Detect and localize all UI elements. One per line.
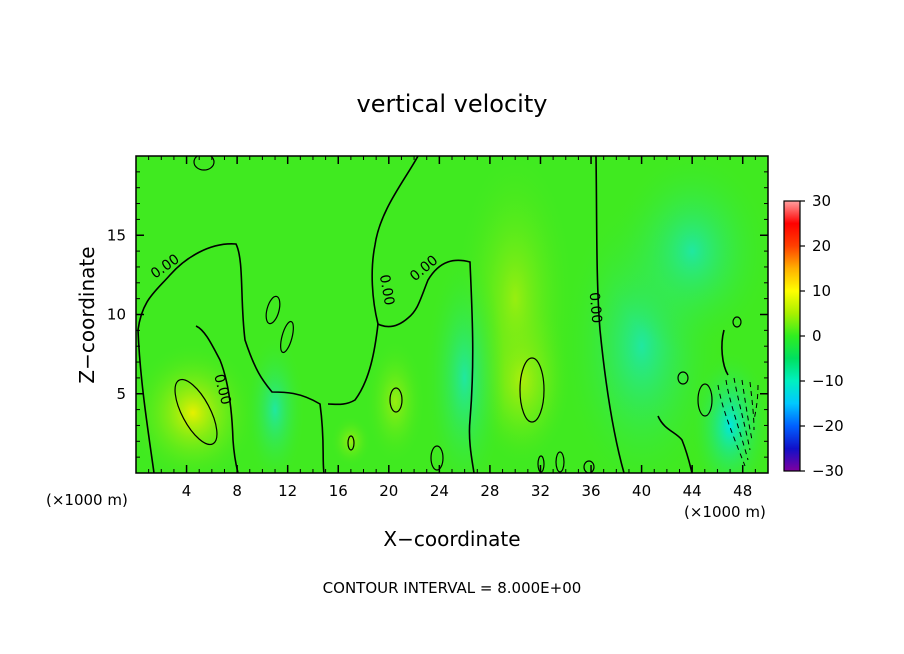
- contour-interval-note: CONTOUR INTERVAL = 8.000E+00: [323, 579, 582, 597]
- contour-zero-mid: [371, 156, 475, 473]
- contour-blob-17: [347, 435, 355, 451]
- contour-blob-42: [677, 371, 689, 385]
- heatmap-features: [136, 156, 768, 473]
- contour-closed: [174, 156, 742, 473]
- contour-blob-24: [430, 445, 444, 471]
- heatmap-feature-8: [689, 349, 768, 473]
- colorbar-tick-label-6: −30: [812, 462, 844, 480]
- x-tick-label-4: 4: [182, 482, 192, 500]
- contour-lines: [137, 156, 729, 473]
- contour-blob-12a: [265, 295, 281, 325]
- x-tick-label-24: 24: [430, 482, 449, 500]
- heatmap-feature-3: [364, 338, 426, 466]
- contour-zero-far-right: [721, 329, 729, 376]
- contour-blob-34: [555, 451, 565, 473]
- heatmap-feature-5: [244, 333, 306, 473]
- x-axis: 4 8 12 16 20 24 28 32 36 40 44 48: [148, 156, 756, 500]
- x-tick-label-16: 16: [329, 482, 348, 500]
- x-axis-label: X−coordinate: [383, 527, 520, 551]
- x-unit-right: (×1000 m): [684, 503, 766, 521]
- contour-hot-center: [519, 357, 545, 423]
- colorbar-scale: [783, 200, 801, 472]
- contour-zero-base-1: [137, 329, 155, 473]
- y-tick-label-5: 5: [116, 385, 126, 403]
- x-tick-label-20: 20: [379, 482, 398, 500]
- contour-label-2: 0.00: [376, 273, 397, 306]
- x-tick-label-12: 12: [278, 482, 297, 500]
- contour-blob-44: [697, 383, 713, 417]
- y-tick-label-10: 10: [107, 306, 126, 324]
- colorbar-tick-label-5: −20: [812, 417, 844, 435]
- contour-zero-right-base: [657, 415, 693, 473]
- heatmap-feature-0: [136, 341, 258, 473]
- contour-zero-left: [137, 243, 325, 473]
- colorbar-tick-label-1: 20: [812, 237, 831, 255]
- contour-zero-left-lobe: [195, 325, 239, 473]
- colorbar-tick-label-4: −10: [812, 372, 844, 390]
- colorbar: 30 20 10 0 −10 −20 −30: [783, 192, 844, 480]
- heatmap-feature-6: [424, 251, 506, 473]
- y-axis: 5 10 15: [107, 171, 768, 458]
- contour-blob-20: [389, 387, 403, 413]
- contour-hot-left: [174, 378, 218, 446]
- contour-blob-36: [583, 460, 595, 473]
- x-unit-left: (×1000 m): [46, 491, 128, 509]
- colorbar-tick-label-0: 30: [812, 192, 831, 210]
- x-tick-label-40: 40: [632, 482, 651, 500]
- x-tick-label-32: 32: [531, 482, 550, 500]
- colorbar-tick-label-2: 10: [812, 282, 831, 300]
- contour-negative: [717, 377, 759, 467]
- x-tick-label-36: 36: [581, 482, 600, 500]
- y-axis-label: Z−coordinate: [75, 246, 99, 383]
- heatmap-field: 0.000.000.000.000.00: [136, 156, 768, 473]
- contour-label-4: 0.00: [586, 292, 605, 324]
- contour-blob-top: [193, 156, 215, 171]
- contour-zero-right: [595, 156, 625, 473]
- y-tick-label-15: 15: [107, 226, 126, 244]
- x-tick-label-28: 28: [480, 482, 499, 500]
- chart-title: vertical velocity: [357, 90, 548, 118]
- x-tick-label-8: 8: [232, 482, 242, 500]
- colorbar-tick-label-3: 0: [812, 327, 822, 345]
- heatmap-feature-9: [611, 156, 768, 353]
- heatmap-feature-4: [330, 415, 372, 467]
- contour-label-1: 0.00: [210, 372, 234, 406]
- contour-blob-47: [732, 316, 742, 328]
- contour-zero-mid-lower: [327, 323, 379, 406]
- contour-blob-12b: [280, 320, 294, 354]
- x-tick-label-48: 48: [733, 482, 752, 500]
- x-tick-label-44: 44: [683, 482, 702, 500]
